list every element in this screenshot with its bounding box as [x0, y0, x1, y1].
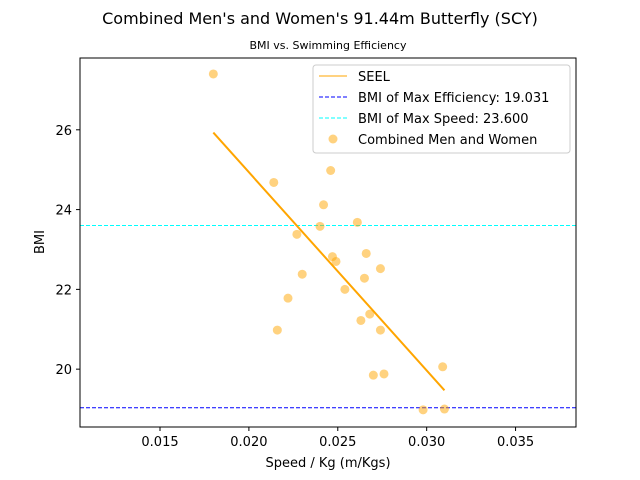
data-point: [208, 69, 218, 79]
x-tick-label: 0.030: [408, 435, 445, 450]
reference-lines: [80, 225, 576, 409]
y-axis-label: BMI: [33, 230, 48, 254]
data-point: [331, 256, 341, 266]
data-point: [375, 325, 385, 335]
data-point: [297, 269, 307, 279]
y-tick-label: 22: [55, 283, 72, 298]
data-point: [361, 248, 371, 258]
data-point: [379, 369, 389, 379]
data-point: [315, 221, 325, 231]
data-point: [439, 404, 449, 414]
x-axis: 0.015 0.020 0.025 0.030 0.035: [141, 427, 534, 450]
data-point: [352, 217, 362, 227]
legend-frame: [312, 64, 571, 154]
y-tick-label: 20: [55, 363, 72, 378]
data-point: [340, 284, 350, 294]
chart-title: Combined Men's and Women's 91.44m Butter…: [102, 9, 538, 28]
data-point: [375, 264, 385, 274]
scatter-series: [208, 69, 449, 415]
data-point: [359, 273, 369, 283]
data-point: [283, 293, 293, 303]
legend-entry-label: SEEL: [358, 70, 391, 85]
data-point: [272, 325, 282, 335]
seel-series: [212, 131, 446, 391]
legend-entry-label: BMI of Max Speed: 23.600: [358, 112, 529, 127]
legend-entry-label: Combined Men and Women: [358, 133, 537, 148]
x-tick-label: 0.035: [497, 435, 534, 450]
seel-line: [212, 131, 446, 391]
legend-marker: [328, 134, 338, 144]
legend: SEEL BMI of Max Efficiency: 19.031 BMI of …: [312, 64, 571, 154]
y-tick-label: 24: [55, 204, 72, 219]
data-point: [326, 165, 336, 175]
chart-subtitle: BMI vs. Swimming Efficiency: [250, 39, 407, 52]
data-point: [438, 362, 448, 372]
plot-frame: [79, 57, 577, 428]
data-point: [418, 405, 428, 415]
data-point: [365, 309, 375, 319]
x-tick-label: 0.020: [230, 435, 267, 450]
legend-entry-label: BMI of Max Efficiency: 19.031: [358, 91, 549, 106]
data-point: [368, 370, 378, 380]
data-point: [292, 229, 302, 239]
y-axis: 20 22 24 26: [55, 124, 80, 378]
data-point: [319, 200, 329, 210]
data-point: [356, 315, 366, 325]
x-tick-label: 0.025: [319, 435, 356, 450]
x-axis-label: Speed / Kg (m/Kgs): [265, 456, 390, 471]
data-point: [269, 177, 279, 187]
x-tick-label: 0.015: [141, 435, 178, 450]
y-tick-label: 26: [55, 124, 72, 139]
